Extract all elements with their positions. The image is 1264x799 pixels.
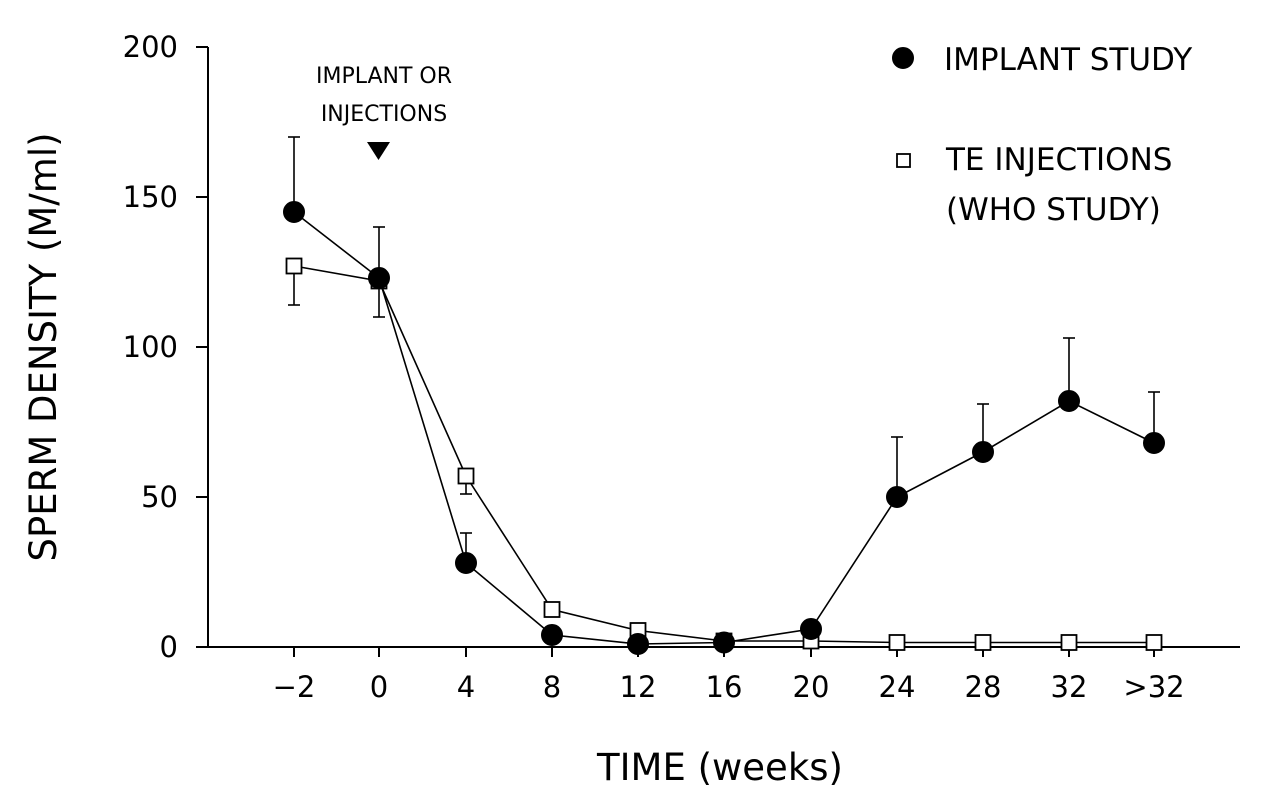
y-tick-label-50: 50	[141, 480, 178, 514]
point-implant-4	[627, 633, 649, 655]
y-ticks: 0 50 100 150 200	[123, 30, 208, 664]
point-implant-9	[1058, 390, 1080, 412]
legend-label-te-line-1: TE INJECTIONS	[945, 142, 1172, 178]
point-implant-0	[283, 201, 305, 223]
y-axis-title: SPERM DENSITY (M/ml)	[22, 132, 65, 561]
point-implant-10	[1143, 432, 1165, 454]
point-te-8	[974, 634, 992, 651]
annotation-line-2: INJECTIONS	[321, 102, 447, 127]
point-implant-3	[541, 624, 563, 646]
y-tick-label-200: 200	[123, 30, 178, 64]
y-tick-label-0: 0	[160, 630, 178, 664]
point-te-0	[285, 257, 303, 275]
x-tick-label-6: 20	[793, 670, 830, 704]
series-lines	[293, 211, 1155, 645]
point-te-2	[457, 467, 475, 485]
point-implant-5	[713, 631, 735, 654]
legend-open-square-icon	[896, 153, 911, 168]
x-tick-label-7: 24	[879, 670, 916, 704]
y-tick-label-100: 100	[123, 330, 178, 364]
x-tick-label-3: 8	[543, 670, 561, 704]
point-implant-1	[368, 267, 390, 289]
legend: IMPLANT STUDY TE INJECTIONS (WHO STUDY)	[892, 42, 1192, 228]
x-tick-label-4: 12	[620, 670, 657, 704]
point-implant-7	[886, 486, 908, 508]
down-triangle-icon	[367, 142, 390, 160]
point-implant-2	[455, 552, 477, 574]
treatment-annotation: IMPLANT OR INJECTIONS	[316, 64, 452, 160]
point-te-9	[1060, 634, 1078, 651]
point-implant-8	[972, 441, 994, 463]
point-te-3	[543, 601, 561, 618]
x-tick-label-2: 4	[457, 670, 475, 704]
x-tick-label-5: 16	[706, 670, 743, 704]
data-points	[283, 201, 1165, 655]
x-tick-label-10: >32	[1123, 670, 1184, 704]
point-te-10	[1145, 634, 1163, 651]
point-te-7	[888, 634, 906, 651]
legend-label-te-line-2: (WHO STUDY)	[946, 192, 1161, 228]
x-tick-label-8: 28	[965, 670, 1002, 704]
x-tick-label-1: 0	[370, 670, 388, 704]
y-tick-label-150: 150	[123, 180, 178, 214]
x-axis-title: TIME (weeks)	[596, 746, 843, 789]
annotation-line-1: IMPLANT OR	[316, 64, 452, 89]
point-implant-6	[800, 618, 822, 640]
x-tick-label-9: 32	[1051, 670, 1088, 704]
series-line-0	[293, 211, 1155, 645]
series-line-1	[293, 265, 1154, 644]
legend-filled-circle-icon	[892, 47, 914, 69]
x-tick-label-0: −2	[273, 670, 316, 704]
x-ticks: −2 0 4 8 12 16 20 24 28 32 >32	[273, 647, 1185, 704]
legend-label-implant: IMPLANT STUDY	[944, 42, 1192, 78]
axes	[207, 47, 1240, 648]
